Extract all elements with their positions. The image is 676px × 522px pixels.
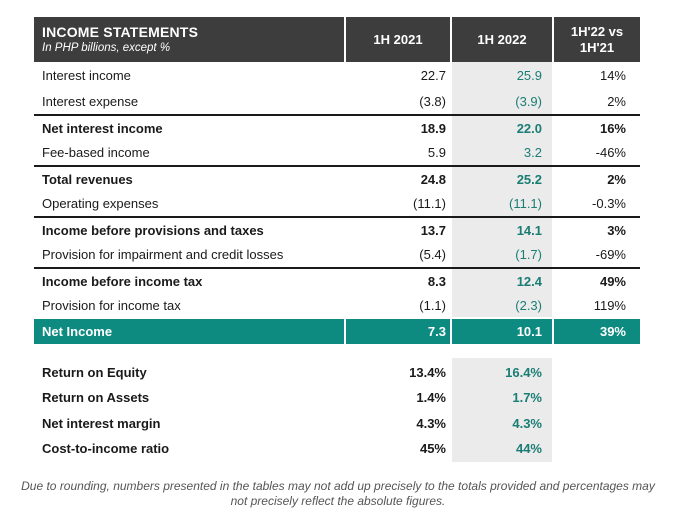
current-period-shading: [452, 62, 552, 317]
ratio-1h2021: 13.4%: [409, 365, 446, 380]
ratio-row: Net interest margin 4.3% 4.3%: [34, 411, 640, 436]
value-1h2022: (2.3): [515, 298, 542, 313]
ratio-row: Return on Assets 1.4% 1.7%: [34, 385, 640, 410]
value-1h2021: 24.8: [420, 172, 446, 187]
table-row-net-income: Net Income 7.3 10.1 39%: [34, 319, 640, 344]
value-1h2022: (11.1): [509, 196, 542, 211]
value-1h2022: 10.1: [516, 324, 542, 339]
value-change: 39%: [599, 324, 626, 339]
ratio-1h2021: 1.4%: [416, 390, 446, 405]
value-1h2021: (1.1): [419, 298, 446, 313]
column-header-change: 1H'22 vs 1H'21: [554, 17, 640, 62]
value-1h2021: 8.3: [427, 274, 446, 289]
value-change: 3%: [607, 223, 626, 238]
table-row-subtotal: Income before income tax 8.3 12.4 49%: [34, 267, 640, 294]
ratio-row: Cost-to-income ratio 45% 44%: [34, 436, 640, 461]
ratio-1h2022: 44%: [515, 441, 542, 456]
ratio-label: Return on Assets: [42, 390, 150, 405]
value-1h2022: (3.9): [515, 94, 542, 109]
value-change: -69%: [595, 247, 626, 262]
ratio-1h2022: 16.4%: [505, 365, 542, 380]
row-label: Interest expense: [42, 94, 139, 109]
ratio-1h2022: 1.7%: [512, 390, 542, 405]
table-row: Provision for income tax (1.1) (2.3) 119…: [34, 293, 640, 318]
value-1h2022: 14.1: [516, 223, 542, 238]
ratio-label: Return on Equity: [42, 365, 147, 380]
table-row-subtotal: Income before provisions and taxes 13.7 …: [34, 216, 640, 243]
table-row-subtotal: Total revenues 24.8 25.2 2%: [34, 165, 640, 192]
value-1h2021: (3.8): [419, 94, 446, 109]
row-label: Operating expenses: [42, 196, 159, 211]
net-income-label-bg: [34, 319, 344, 344]
table-row: Fee-based income 5.9 3.2 -46%: [34, 140, 640, 165]
value-1h2022: (1.7): [515, 247, 542, 262]
table-row: Interest income 22.7 25.9 14%: [34, 63, 640, 88]
column-header-1h2021: 1H 2021: [346, 17, 450, 62]
ratio-1h2022: 4.3%: [512, 416, 542, 431]
value-1h2021: 22.7: [420, 68, 446, 83]
value-change: 14%: [599, 68, 626, 83]
row-label: Interest income: [42, 68, 131, 83]
row-label: Total revenues: [42, 172, 133, 187]
value-change: 16%: [599, 121, 626, 136]
row-label: Net interest income: [42, 121, 163, 136]
value-change: -0.3%: [592, 196, 626, 211]
value-1h2021: (5.4): [419, 247, 446, 262]
statement-subtitle: In PHP billions, except %: [42, 42, 171, 54]
value-1h2022: 12.4: [516, 274, 542, 289]
table-row: Provision for impairment and credit loss…: [34, 242, 640, 267]
value-1h2022: 3.2: [523, 145, 542, 160]
value-1h2021: 5.9: [427, 145, 446, 160]
table-row-subtotal: Net interest income 18.9 22.0 16%: [34, 114, 640, 141]
net-income-2021-bg: [346, 319, 450, 344]
value-change: -46%: [595, 145, 626, 160]
ratios-current-period-shading: [452, 358, 552, 462]
value-1h2021: 7.3: [427, 324, 446, 339]
row-label: Provision for impairment and credit loss…: [42, 247, 284, 262]
ratio-label: Net interest margin: [42, 416, 161, 431]
table-row: Operating expenses (11.1) (11.1) -0.3%: [34, 191, 640, 216]
value-change: 2%: [607, 94, 626, 109]
value-change: 119%: [593, 298, 626, 313]
table-row: Interest expense (3.8) (3.9) 2%: [34, 89, 640, 114]
row-label: Provision for income tax: [42, 298, 181, 313]
row-label: Fee-based income: [42, 145, 150, 160]
ratio-1h2021: 4.3%: [416, 416, 446, 431]
table-header-title: INCOME STATEMENTS In PHP billions, excep…: [34, 17, 344, 62]
value-change: 49%: [599, 274, 626, 289]
ratio-row: Return on Equity 13.4% 16.4%: [34, 360, 640, 385]
column-header-change-label: 1H'22 vs 1H'21: [570, 23, 624, 55]
ratio-1h2021: 45%: [419, 441, 446, 456]
value-1h2021: (11.1): [413, 196, 446, 211]
row-label: Income before income tax: [42, 274, 203, 289]
value-change: 2%: [607, 172, 626, 187]
value-1h2021: 13.7: [420, 223, 446, 238]
statement-title: INCOME STATEMENTS: [42, 24, 199, 40]
net-income-change-bg: [554, 319, 640, 344]
rounding-footnote: Due to rounding, numbers presented in th…: [21, 479, 655, 508]
net-income-2022-bg: [452, 319, 552, 344]
row-label: Net Income: [42, 324, 113, 339]
ratio-label: Cost-to-income ratio: [42, 441, 170, 456]
value-1h2022: 25.9: [516, 68, 542, 83]
column-header-1h2022: 1H 2022: [452, 17, 552, 62]
value-1h2022: 22.0: [516, 121, 542, 136]
row-label: Income before provisions and taxes: [42, 223, 264, 238]
value-1h2021: 18.9: [420, 121, 446, 136]
value-1h2022: 25.2: [516, 172, 542, 187]
